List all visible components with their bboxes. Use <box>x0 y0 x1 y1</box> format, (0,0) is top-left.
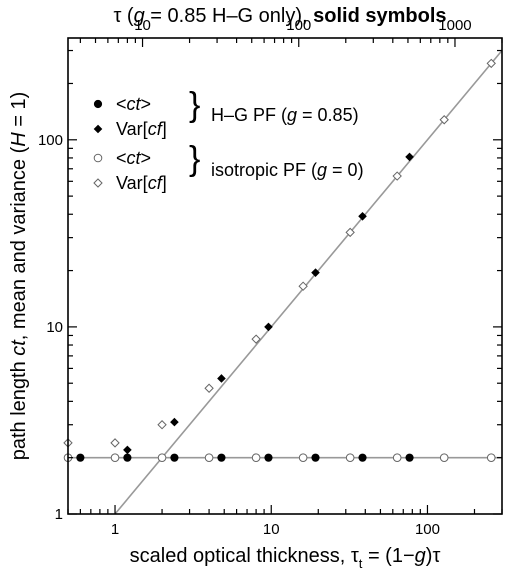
data-point-s3-2 <box>157 420 167 430</box>
x-tick-label: 1 <box>111 521 119 538</box>
legend: <ct> Var[cf] <ct> Var[cf] } } H–G PF (g … <box>93 86 364 193</box>
legend-group-iso: isotropic PF (g = 0) <box>211 160 364 180</box>
data-point-s2-2 <box>157 453 167 462</box>
data-point-s2-1 <box>110 453 120 462</box>
data-point-s3-9 <box>486 58 496 69</box>
data-point-s2-6 <box>345 453 355 462</box>
legend-marker-3 <box>93 178 103 188</box>
data-point-s0-5 <box>311 453 320 462</box>
data-point-s1-1 <box>170 417 179 427</box>
data-point-s2-5 <box>298 453 308 462</box>
data-point-s1-6 <box>405 152 414 162</box>
top-tick-label: 1000 <box>438 17 471 34</box>
legend-label-iso-variance: Var[cf] <box>116 173 167 193</box>
plot-frame <box>67 37 503 515</box>
data-point-s2-7 <box>392 453 402 462</box>
legend-group-hg: H–G PF (g = 0.85) <box>211 105 359 125</box>
data-point-s2-8 <box>439 453 449 462</box>
data-point-s0-0 <box>76 453 85 462</box>
data-point-s3-1 <box>110 438 120 448</box>
data-point-s3-3 <box>204 383 214 393</box>
top-tick-label: 100 <box>286 17 311 34</box>
data-point-s2-4 <box>251 453 261 462</box>
top-tick-label: 10 <box>134 17 151 34</box>
data-point-s0-4 <box>264 453 273 462</box>
data-point-s1-4 <box>311 268 320 277</box>
data-point-s3-4 <box>251 334 261 344</box>
axis-ticks: 1 10 100 10 100 1000 1 10 100 <box>38 17 503 538</box>
y-tick-label: 10 <box>46 319 63 336</box>
data-point-s3-7 <box>392 171 402 181</box>
x-tick-label: 10 <box>263 521 280 538</box>
data-points <box>63 58 496 462</box>
data-point-s0-3 <box>217 453 226 462</box>
legend-marker-0 <box>93 99 103 109</box>
data-point-s3-6 <box>345 227 355 238</box>
legend-marker-2 <box>93 153 103 163</box>
data-point-s3-5 <box>298 281 308 291</box>
data-point-s1-0 <box>123 445 132 455</box>
data-point-s2-3 <box>204 453 214 462</box>
y-axis-label: path length ct, mean and variance (H = 1… <box>8 92 30 461</box>
data-point-s1-5 <box>358 212 367 221</box>
legend-label-iso-mean: <ct> <box>116 148 151 168</box>
legend-marker-1 <box>93 124 103 134</box>
x-axis-label: scaled optical thickness, τt = (1−g)τ <box>130 545 441 571</box>
y-tick-label: 100 <box>38 132 63 149</box>
legend-label-hg-mean: <ct> <box>116 94 151 114</box>
reference-line-variance <box>114 50 503 515</box>
legend-brace-iso: } <box>189 140 200 178</box>
data-point-s0-2 <box>170 453 179 462</box>
reference-lines <box>68 50 503 515</box>
data-point-s0-1 <box>123 453 132 462</box>
legend-brace-hg: } <box>189 86 200 124</box>
data-point-s1-3 <box>264 322 273 332</box>
data-point-s1-2 <box>217 374 226 383</box>
y-tick-label: 1 <box>55 506 63 523</box>
legend-label-hg-variance: Var[cf] <box>116 119 167 139</box>
top-axis-label: τ (g = 0.85 H–G only), solid symbols <box>113 5 446 27</box>
x-tick-label: 100 <box>415 521 440 538</box>
data-point-s3-8 <box>439 115 449 125</box>
axis-labels: τ (g = 0.85 H–G only), solid symbols sca… <box>8 5 447 571</box>
data-point-s0-7 <box>405 453 414 462</box>
data-point-s2-9 <box>486 453 496 462</box>
data-point-s0-6 <box>358 453 367 462</box>
